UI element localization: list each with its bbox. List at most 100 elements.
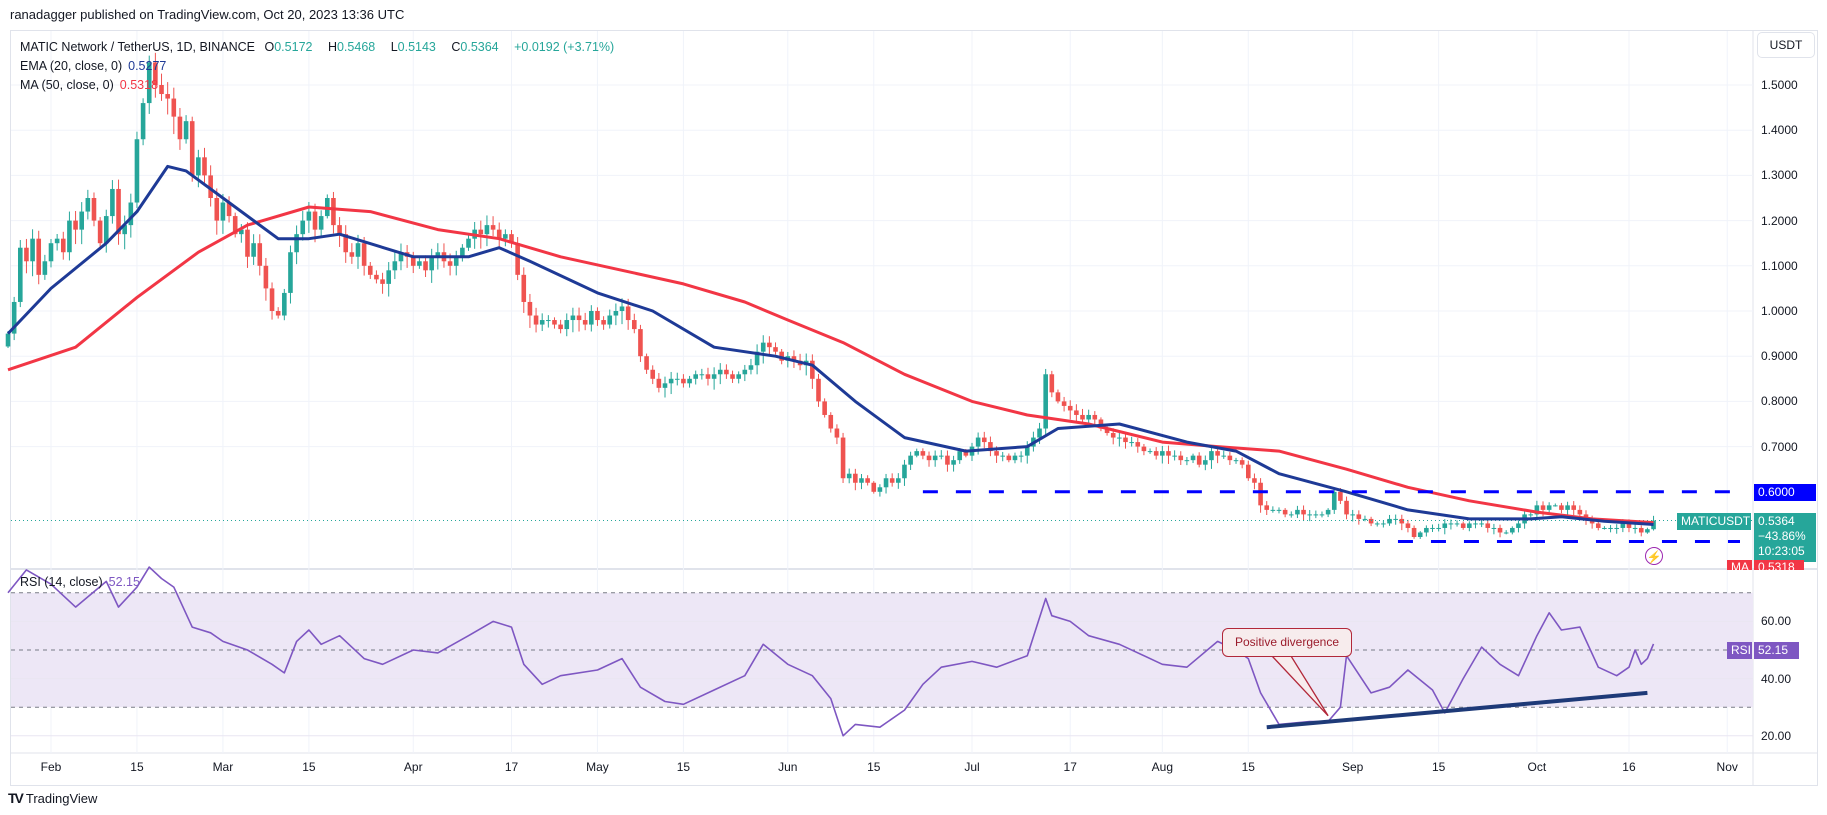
ma-value: 0.5318 (119, 78, 159, 92)
candle-body (196, 157, 201, 176)
open-value: 0.5172 (274, 40, 313, 54)
symbol-title[interactable]: MATIC Network / TetherUS, 1D, BINANCE (20, 40, 256, 54)
candle-body (644, 356, 649, 370)
rsi-legend[interactable]: RSI (14, close) 52.15 (20, 575, 140, 589)
candle-body (546, 320, 551, 322)
change-value: +0.0192 (+3.71%) (514, 40, 615, 54)
candle-body (1264, 505, 1270, 510)
candle-body (1614, 527, 1619, 529)
candle-body (226, 202, 232, 217)
lightning-icon[interactable]: ⚡ (1645, 547, 1663, 565)
price-tick-label: 1.4000 (1761, 123, 1798, 138)
candle-body (865, 478, 870, 483)
time-tick-label: 16 (1622, 760, 1636, 774)
candle-body (282, 292, 287, 316)
candle-body (601, 320, 606, 325)
candle-body (1565, 505, 1570, 510)
candle-body (607, 315, 613, 325)
candle-body (312, 211, 318, 230)
candle-body (1178, 455, 1184, 461)
candle-body (717, 369, 723, 375)
symbol-legend: MATIC Network / TetherUS, 1D, BINANCE O0… (20, 40, 615, 54)
candle-body (349, 252, 355, 257)
candle-body (595, 311, 600, 321)
candle-body (239, 229, 244, 235)
ma-legend[interactable]: MA (50, close, 0) 0.5318 (20, 78, 159, 92)
rsi-trendline (1266, 690, 1648, 730)
candle-body (1411, 527, 1417, 537)
candle-body (1546, 505, 1552, 510)
candle-body (140, 103, 146, 140)
time-tick-label: Nov (1716, 760, 1738, 774)
candle-body (367, 265, 373, 275)
time-tick-label: Apr (403, 760, 423, 774)
positive-divergence-callout[interactable]: Positive divergence (1222, 628, 1352, 657)
tradingview-logo[interactable]: TV TradingView (8, 790, 98, 806)
candle-body (742, 369, 748, 375)
candle-body (1000, 455, 1005, 457)
candle-body (122, 225, 127, 235)
candle-body (245, 229, 250, 257)
candle-body (1638, 527, 1644, 533)
candle-body (42, 261, 48, 275)
candle-body (527, 301, 533, 316)
candle-body (1381, 523, 1386, 525)
time-tick-label: 15 (867, 760, 881, 774)
candle-body (711, 374, 717, 379)
candle-body (1454, 523, 1460, 525)
candle-body (1184, 460, 1190, 462)
candle-body (834, 428, 840, 438)
candle-body (1172, 455, 1177, 457)
time-tick-label: Jun (778, 760, 798, 774)
candle-body (275, 311, 281, 316)
candle-body (183, 121, 189, 140)
candle-body (202, 157, 207, 176)
ema-legend[interactable]: EMA (20, close, 0) 0.5277 (20, 59, 167, 73)
candle-body (306, 211, 312, 221)
candle-body (159, 85, 164, 95)
candle-body (1393, 518, 1398, 520)
candle-body (251, 243, 256, 257)
symbol-tag: MATICUSDT (1677, 513, 1751, 530)
price-tick-label: 1.0000 (1761, 304, 1798, 318)
candle-body (889, 478, 895, 483)
price-pane (11, 31, 1753, 569)
candle-body (128, 202, 134, 226)
candle-body (1166, 451, 1171, 456)
candle-body (539, 320, 545, 325)
candle-body (1417, 532, 1423, 537)
rsi-tick-label: 60.00 (1761, 614, 1792, 629)
candle-body (1117, 437, 1122, 439)
candle-body (846, 473, 852, 479)
ma-tag: MA (1727, 560, 1752, 570)
currency-button[interactable]: USDT (1757, 32, 1815, 58)
candle-body (1227, 455, 1233, 461)
candle-body (1602, 527, 1607, 529)
time-tick-label: 15 (130, 760, 144, 774)
candle-body (1448, 523, 1454, 525)
candle-body (681, 378, 686, 384)
candle-body (668, 378, 674, 384)
candle-body (220, 202, 226, 221)
candle-body (957, 451, 963, 461)
candle-body (355, 243, 361, 257)
candle-body (417, 261, 422, 266)
ema-value: 0.5277 (128, 59, 167, 73)
candle-body (1012, 455, 1018, 461)
candle-body (1104, 428, 1110, 434)
candle-body (1374, 523, 1380, 525)
candle-body (748, 365, 754, 370)
candle-body (1288, 514, 1294, 516)
candle-body (103, 216, 109, 244)
candle-body (1196, 455, 1202, 465)
candle-body (110, 188, 115, 217)
candle-body (1024, 446, 1030, 456)
candle-body (134, 139, 140, 203)
candle-body (1540, 505, 1546, 510)
candle-body (1018, 455, 1024, 457)
candle-body (36, 238, 42, 275)
candle-body (981, 437, 987, 443)
candle-body (1080, 414, 1085, 420)
last-change: −43.86% (1758, 529, 1806, 543)
